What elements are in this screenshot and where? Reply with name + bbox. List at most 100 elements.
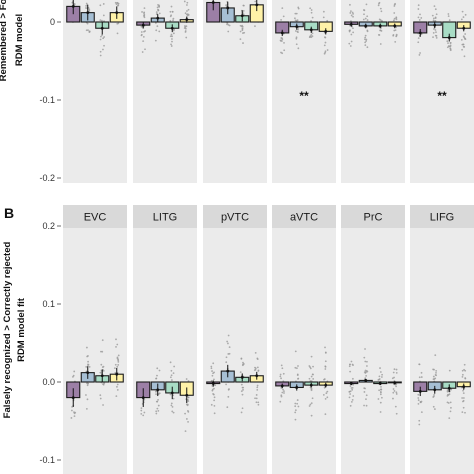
participant-point xyxy=(365,398,367,401)
participant-point xyxy=(101,339,104,342)
participant-point xyxy=(417,8,420,10)
participant-point xyxy=(279,400,282,403)
facet-strip-label: LITG xyxy=(153,212,177,224)
participant-point xyxy=(239,38,242,41)
participant-point xyxy=(348,396,351,399)
participant-point xyxy=(462,16,465,18)
participant-point xyxy=(99,54,102,57)
mean-point xyxy=(324,383,328,387)
participant-point xyxy=(100,35,102,38)
facet-strip-label: aVTC xyxy=(290,212,318,224)
facet-strip-label: EVC xyxy=(84,212,107,224)
facet-strip xyxy=(63,205,127,228)
participant-point xyxy=(143,7,146,10)
participant-point xyxy=(365,3,368,6)
participant-point xyxy=(210,365,213,368)
mean-point xyxy=(349,382,353,385)
participant-point xyxy=(379,393,382,396)
participant-point xyxy=(169,361,172,364)
participant-point xyxy=(72,374,75,377)
participant-point xyxy=(239,30,242,33)
participant-point xyxy=(432,368,435,371)
facet-1 xyxy=(63,0,127,183)
participant-point xyxy=(380,10,383,13)
participant-point xyxy=(434,377,437,380)
participant-point xyxy=(295,36,298,39)
mean-point xyxy=(86,11,90,15)
participant-point xyxy=(446,40,449,43)
participant-point xyxy=(377,398,380,400)
participant-point xyxy=(418,376,421,379)
participant-point xyxy=(417,399,420,402)
participant-point xyxy=(143,14,146,16)
mean-point xyxy=(170,26,174,30)
participant-point xyxy=(239,24,242,27)
participant-point xyxy=(280,18,282,21)
participant-point xyxy=(393,390,396,392)
participant-point xyxy=(187,420,189,423)
facet-panel xyxy=(63,228,127,474)
participant-point xyxy=(184,25,186,27)
participant-point xyxy=(323,386,326,389)
participant-point xyxy=(157,9,160,12)
participant-point xyxy=(463,36,466,39)
participant-point xyxy=(350,40,353,43)
participant-point xyxy=(324,50,327,53)
participant-point xyxy=(297,6,300,9)
participant-point xyxy=(352,395,355,397)
mean-point xyxy=(295,386,299,389)
y-tick-label: 0.1 xyxy=(42,299,55,309)
participant-point xyxy=(256,384,259,387)
participant-point xyxy=(364,348,366,350)
participant-point xyxy=(464,377,467,380)
participant-point xyxy=(114,363,117,366)
participant-point xyxy=(256,386,259,389)
participant-point xyxy=(393,368,396,371)
participant-point xyxy=(169,35,172,38)
participant-point xyxy=(101,34,103,36)
participant-point xyxy=(349,3,351,6)
participant-point xyxy=(461,10,464,13)
participant-point xyxy=(310,11,313,14)
participant-point xyxy=(294,12,297,15)
facet-4: ** xyxy=(272,0,336,183)
participant-point xyxy=(158,12,161,15)
y-tick-label: -0.1 xyxy=(39,455,55,465)
participant-point xyxy=(280,395,283,398)
participant-point xyxy=(462,43,465,46)
participant-point xyxy=(171,10,174,13)
participant-point xyxy=(310,33,313,36)
participant-point xyxy=(141,25,144,28)
participant-point xyxy=(241,386,244,389)
participant-point xyxy=(187,410,190,413)
participant-point xyxy=(295,37,298,40)
participant-point xyxy=(349,370,352,373)
participant-point xyxy=(184,412,186,415)
mean-point xyxy=(141,23,145,27)
participant-point xyxy=(363,391,366,393)
participant-point xyxy=(155,11,158,14)
participant-point xyxy=(310,375,313,378)
participant-point xyxy=(378,389,381,392)
participant-point xyxy=(117,358,120,361)
participant-point xyxy=(282,388,284,391)
participant-point xyxy=(420,17,423,19)
participant-point xyxy=(365,371,367,374)
participant-point xyxy=(103,44,105,47)
participant-point xyxy=(310,402,313,405)
participant-point xyxy=(434,29,437,31)
participant-point xyxy=(364,369,367,372)
participant-point xyxy=(255,401,258,404)
participant-point xyxy=(185,403,188,406)
participant-point xyxy=(102,37,105,40)
mean-point xyxy=(364,24,368,28)
participant-point xyxy=(365,394,368,397)
y-tick-label: -0.1 xyxy=(39,95,55,105)
participant-point xyxy=(350,33,353,36)
participant-point xyxy=(352,383,355,386)
participant-point xyxy=(225,383,228,386)
participant-point xyxy=(394,40,397,43)
participant-point xyxy=(352,27,354,30)
participant-point xyxy=(227,334,230,337)
participant-point xyxy=(449,401,452,404)
